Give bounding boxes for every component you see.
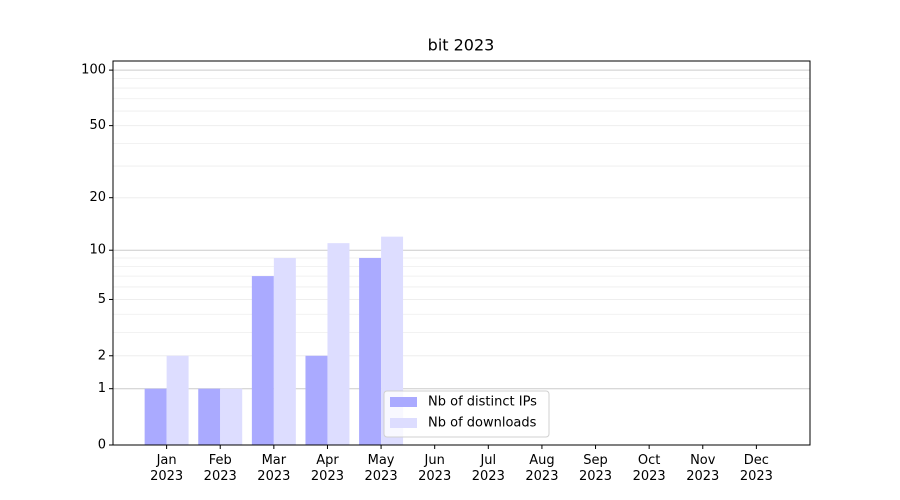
- x-tick-label: Jul 2023: [471, 453, 505, 484]
- bar: [273, 257, 296, 445]
- y-tick-label: 10: [89, 243, 106, 258]
- y-tick-label: 50: [89, 118, 106, 133]
- bar: [198, 388, 221, 445]
- legend-swatch: [390, 418, 417, 428]
- x-tick-label: Mar 2023: [257, 453, 291, 484]
- x-tick-label: Feb 2023: [203, 453, 237, 484]
- y-tick-label: 0: [98, 438, 106, 453]
- x-tick-label: Jun 2023: [418, 453, 452, 484]
- x-tick-label: Jan 2023: [150, 453, 184, 484]
- plot-frame: [112, 60, 811, 446]
- bar: [359, 257, 382, 445]
- bar: [220, 388, 243, 445]
- bar: [305, 355, 328, 445]
- y-tick-label: 1: [98, 381, 106, 396]
- x-tick-label: Nov 2023: [686, 453, 720, 484]
- y-tick-label: 20: [89, 190, 106, 205]
- x-tick-label: Aug 2023: [525, 453, 559, 484]
- x-tick-label: Sep 2023: [578, 453, 613, 484]
- x-tick-label: Dec 2023: [739, 453, 773, 484]
- legend-box: [383, 390, 550, 438]
- x-tick-label: May 2023: [364, 453, 398, 484]
- bar: [166, 355, 189, 445]
- legend-label: Nb of downloads: [428, 416, 537, 431]
- chart-title: bit 2023: [428, 36, 495, 55]
- y-tick-label: 5: [98, 292, 106, 307]
- x-tick-label: Apr 2023: [310, 453, 344, 484]
- bar: [251, 276, 274, 445]
- legend-label: Nb of distinct IPs: [428, 395, 537, 410]
- x-tick-label: Oct 2023: [632, 453, 666, 484]
- legend-swatch: [390, 397, 417, 407]
- y-tick-label: 2: [98, 348, 106, 363]
- y-tick-label: 100: [81, 63, 106, 78]
- bar: [144, 388, 167, 445]
- bar: [327, 243, 350, 445]
